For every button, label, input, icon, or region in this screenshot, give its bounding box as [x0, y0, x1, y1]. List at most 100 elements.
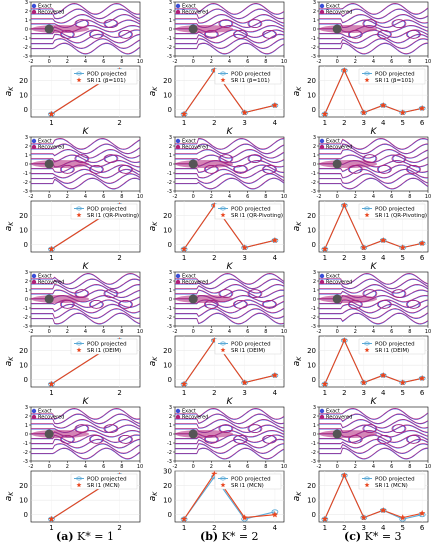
recovered-vortex	[233, 300, 248, 309]
pod-legend-marker	[76, 476, 82, 481]
recovered-vortex	[118, 30, 133, 39]
sr-point	[360, 109, 367, 116]
pod-legend-marker	[76, 206, 82, 211]
exact-contour	[31, 279, 140, 290]
recovered-contour	[175, 173, 284, 184]
coef-ytick-label: 10	[19, 92, 28, 100]
contour-xtick-label: 6	[102, 59, 105, 65]
contour-xtick-label: -2	[173, 464, 178, 470]
exact-contour	[31, 14, 140, 24]
sr-legend-marker	[220, 347, 226, 353]
contour-ytick-label: -2	[167, 180, 172, 186]
contour-ytick-label: 2	[169, 414, 172, 420]
legend-box	[358, 68, 426, 85]
cylinder-shape	[44, 429, 54, 439]
exact-contour	[319, 308, 428, 319]
legend-box	[214, 338, 282, 355]
contour-ytick-label: 2	[169, 279, 172, 285]
coef-xlabel: K	[371, 397, 378, 407]
contour-lines	[319, 138, 428, 190]
exact-contour	[31, 434, 140, 443]
coef-ytick-label: 0	[312, 511, 316, 519]
coef-ylabel: aK	[4, 356, 15, 367]
contour-ytick-label: -2	[311, 180, 316, 186]
exact-contour	[175, 313, 284, 325]
contour-ytick-label: 1	[25, 153, 28, 159]
contour-xtick-label: 4	[372, 194, 375, 200]
recovered-legend-marker	[175, 279, 181, 285]
exact-contour	[319, 164, 428, 173]
contour-ytick-label: -2	[23, 315, 28, 321]
recovered-legend-label: Recovered	[326, 145, 352, 151]
recovered-vortex	[118, 300, 133, 309]
pod-legend-label: POD projected	[87, 342, 127, 348]
exact-contour	[319, 290, 428, 299]
exact-contour	[319, 173, 428, 184]
contour-xtick-label: 0	[48, 194, 51, 200]
recovered-vortex	[262, 435, 277, 444]
coef-ytick-label: 0	[24, 241, 28, 249]
contour-ytick-label: 0	[169, 432, 172, 438]
recovered-contour	[175, 168, 284, 178]
recovered-contour	[175, 283, 284, 294]
contour-ytick-label: 3	[313, 135, 316, 141]
exact-contour	[175, 308, 284, 319]
recovered-vortex	[247, 424, 263, 433]
exact-contour	[31, 419, 140, 429]
exact-legend-marker	[319, 273, 325, 279]
recovered-legend-marker	[175, 414, 181, 420]
exact-legend-label: Exact	[182, 4, 196, 10]
contour-xtick-label: 2	[210, 329, 213, 335]
contour-xtick-label: 10	[281, 329, 287, 335]
exact-legend-marker	[175, 408, 181, 414]
legend-box	[358, 338, 426, 355]
contour-ytick-label: -3	[311, 189, 316, 195]
coef-ylabel: aK	[148, 86, 159, 97]
recovered-vortex	[406, 435, 421, 444]
exact-contour	[319, 279, 428, 290]
recovered-contour	[319, 3, 428, 15]
exact-contour	[319, 169, 428, 179]
coef-xlabel: K	[371, 262, 378, 272]
recovered-contour	[175, 38, 284, 49]
cylinder-shape	[332, 24, 342, 34]
recovered-legend-label: Recovered	[38, 10, 64, 16]
caption-a-tag: (a)	[56, 530, 74, 543]
recovered-contour	[319, 443, 428, 454]
sr-point	[271, 372, 279, 378]
contour-xtick-label: 0	[192, 329, 195, 335]
sr-legend-label: SR l1 (QR-Pivoting)	[375, 213, 427, 219]
contour-xtick-label: 6	[102, 464, 105, 470]
coef-xlabel: K	[227, 127, 234, 137]
sr-point	[180, 515, 188, 522]
wake-region	[175, 430, 234, 438]
recovered-contour	[319, 42, 428, 54]
contour-ytick-label: -3	[167, 459, 172, 465]
contour-xtick-label: 0	[336, 59, 339, 65]
recovered-contour	[175, 148, 284, 159]
recovered-vortex	[89, 30, 104, 39]
exact-legend-label: Exact	[38, 4, 52, 10]
coef-xtick-label: 2	[117, 524, 121, 530]
contour-ytick-label: -1	[311, 36, 316, 42]
exact-contour	[175, 149, 284, 159]
recovered-contour	[319, 283, 428, 294]
exact-contour	[319, 304, 428, 314]
exact-contour	[319, 178, 428, 190]
contour-ytick-label: 2	[25, 9, 28, 15]
contour-ytick-label: -3	[311, 324, 316, 330]
exact-contour	[31, 299, 140, 308]
recovered-vortex	[103, 424, 119, 433]
contour-ytick-label: 2	[313, 144, 316, 150]
recovered-legend-marker	[31, 144, 37, 150]
recovered-vortex	[377, 30, 392, 39]
exact-contour	[31, 308, 140, 319]
exact-contour	[175, 169, 284, 179]
sr-point	[321, 380, 328, 387]
exact-legend-marker	[175, 138, 181, 144]
recovered-vortex	[247, 154, 263, 163]
exact-contour	[175, 414, 284, 425]
